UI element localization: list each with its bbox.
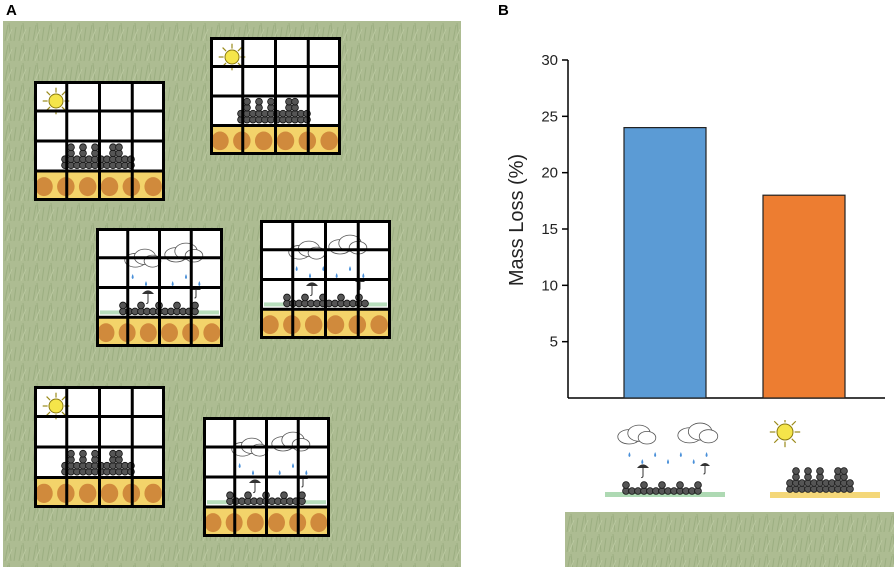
raindrop-icon: [305, 470, 308, 475]
y-tick-label: 10: [541, 277, 558, 294]
y-axis-label: Mass Loss (%): [506, 154, 528, 286]
litter-rubble: [622, 481, 702, 495]
y-tick-label: 30: [541, 52, 558, 69]
umbrella-icon: [249, 479, 261, 494]
raindrop-icon: [705, 452, 708, 457]
raindrop-icon: [641, 459, 644, 464]
sun-icon: [769, 420, 801, 448]
raindrop-icon: [131, 274, 134, 279]
litter-rubble: [237, 97, 311, 124]
litter-rubble: [119, 301, 199, 316]
raindrop-icon: [628, 452, 631, 457]
cloud-icon: [328, 234, 368, 255]
raindrop-icon: [185, 274, 187, 279]
litterbag-plot-wet: [96, 228, 223, 347]
cloud-icon: [617, 424, 657, 445]
raindrop-icon: [309, 273, 311, 278]
litterbag-plot-wet: [260, 220, 391, 339]
raindrop-icon: [278, 470, 281, 475]
raindrop-icon: [171, 281, 174, 286]
umbrella-icon: [700, 463, 710, 475]
litter-rubble: [786, 467, 854, 493]
raindrop-icon: [335, 273, 338, 278]
mesh-grid: [34, 81, 165, 201]
y-tick-label: 15: [541, 221, 558, 238]
raindrop-icon: [198, 281, 201, 286]
y-tick-label: 5: [550, 334, 558, 351]
panel-b-label: B: [498, 2, 509, 19]
litter-rubble: [61, 143, 135, 169]
sun-icon: [769, 420, 880, 498]
cloud-icon: [677, 422, 719, 444]
y-tick-label: 25: [541, 108, 558, 125]
litterbag-plot-dry: [34, 81, 165, 201]
bar-dry: [762, 194, 846, 399]
raindrop-icon: [292, 463, 294, 468]
raindrop-icon: [654, 452, 657, 457]
grass-strip-photo: [565, 512, 894, 567]
panel-a-label: A: [6, 2, 17, 19]
litterbag-plot-dry: [210, 37, 341, 155]
litterbag-plot-dry: [34, 386, 165, 508]
mesh-grid: [260, 220, 391, 339]
raindrop-icon: [349, 266, 351, 271]
raindrop-icon: [145, 281, 147, 286]
litterbag-plot-wet: [203, 417, 330, 537]
raindrop-icon: [679, 452, 682, 457]
umbrella-icon: [306, 282, 318, 297]
raindrop-icon: [295, 266, 298, 271]
raindrop-icon: [362, 273, 365, 278]
mesh-grid: [210, 37, 341, 155]
raindrop-icon: [238, 463, 241, 468]
raindrop-icon: [252, 470, 254, 475]
y-tick-label: 20: [541, 165, 558, 182]
umbrella-icon: [637, 464, 649, 479]
condition-icons: [605, 420, 880, 498]
umbrella-icon: [142, 290, 154, 305]
raindrop-icon: [692, 459, 695, 464]
sun-icon: [42, 392, 70, 420]
rain-cloud-icon: [605, 422, 725, 497]
mass-loss-bar-chart: 5 10 15 20 25 30 Mass Loss (%): [506, 52, 885, 399]
mesh-grid: [203, 417, 330, 537]
mesh-grid: [96, 228, 223, 347]
raindrop-icon: [322, 266, 325, 271]
mesh-grid: [34, 386, 165, 508]
raindrop-icon: [667, 459, 669, 464]
bar-wet: [623, 126, 707, 399]
